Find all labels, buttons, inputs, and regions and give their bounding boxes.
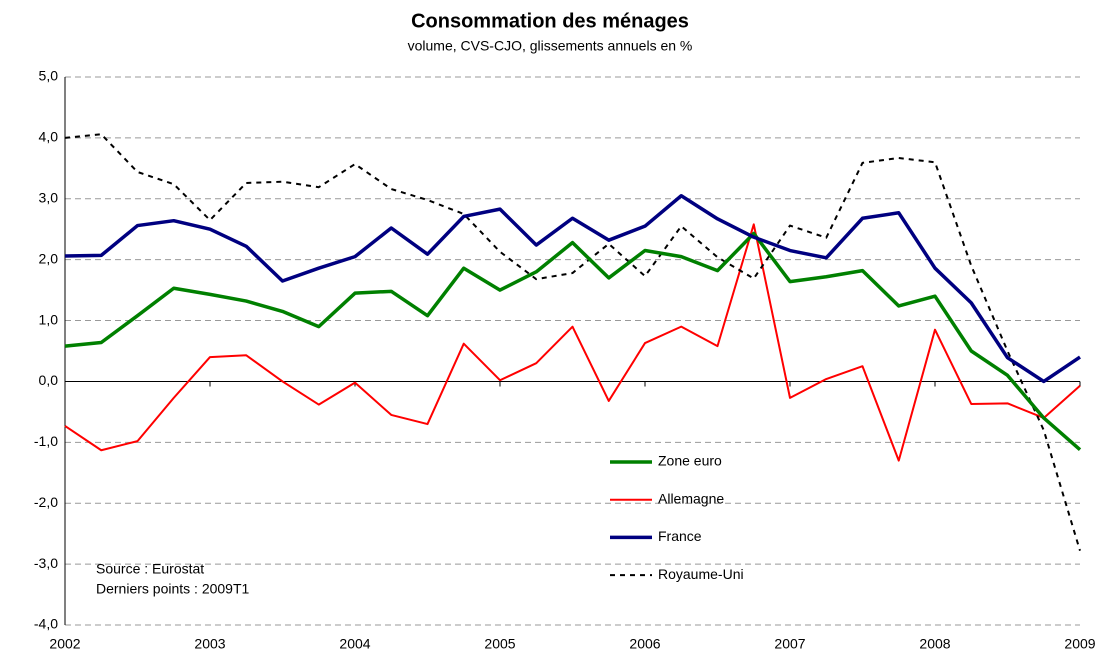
y-tick-label: -2,0: [34, 494, 58, 510]
x-tick-label: 2004: [339, 636, 370, 652]
x-tick-label: 2002: [49, 636, 80, 652]
series-line: [64, 231, 1082, 451]
y-tick-label: -4,0: [34, 616, 58, 632]
y-tick-label: 1,0: [39, 311, 59, 327]
chart-subtitle: volume, CVS-CJO, glissements annuels en …: [408, 38, 693, 54]
y-tick-label: 2,0: [39, 250, 59, 266]
series-line: [64, 223, 1081, 462]
x-tick-label: 2003: [194, 636, 225, 652]
y-tick-label: -1,0: [34, 433, 58, 449]
series-line: [64, 193, 1081, 384]
legend-label: Allemagne: [658, 490, 724, 506]
legend-label: Royaume-Uni: [658, 566, 744, 582]
y-tick-label: -3,0: [34, 555, 58, 571]
y-tick-label: 3,0: [39, 189, 59, 205]
x-tick-label: 2006: [629, 636, 660, 652]
series-line: [64, 133, 1081, 552]
y-tick-label: 5,0: [39, 68, 59, 84]
x-tick-label: 2005: [484, 636, 515, 652]
legend-label: Zone euro: [658, 453, 722, 469]
chart-title: Consommation des ménages: [411, 10, 689, 32]
annotation: Source : Eurostat: [96, 561, 204, 577]
y-tick-label: 4,0: [39, 129, 59, 145]
x-tick-label: 2007: [774, 636, 805, 652]
x-tick-label: 2009: [1064, 636, 1095, 652]
legend-label: France: [658, 528, 702, 544]
y-tick-label: 0,0: [39, 372, 59, 388]
annotation: Derniers points : 2009T1: [96, 581, 250, 597]
x-tick-label: 2008: [919, 636, 950, 652]
